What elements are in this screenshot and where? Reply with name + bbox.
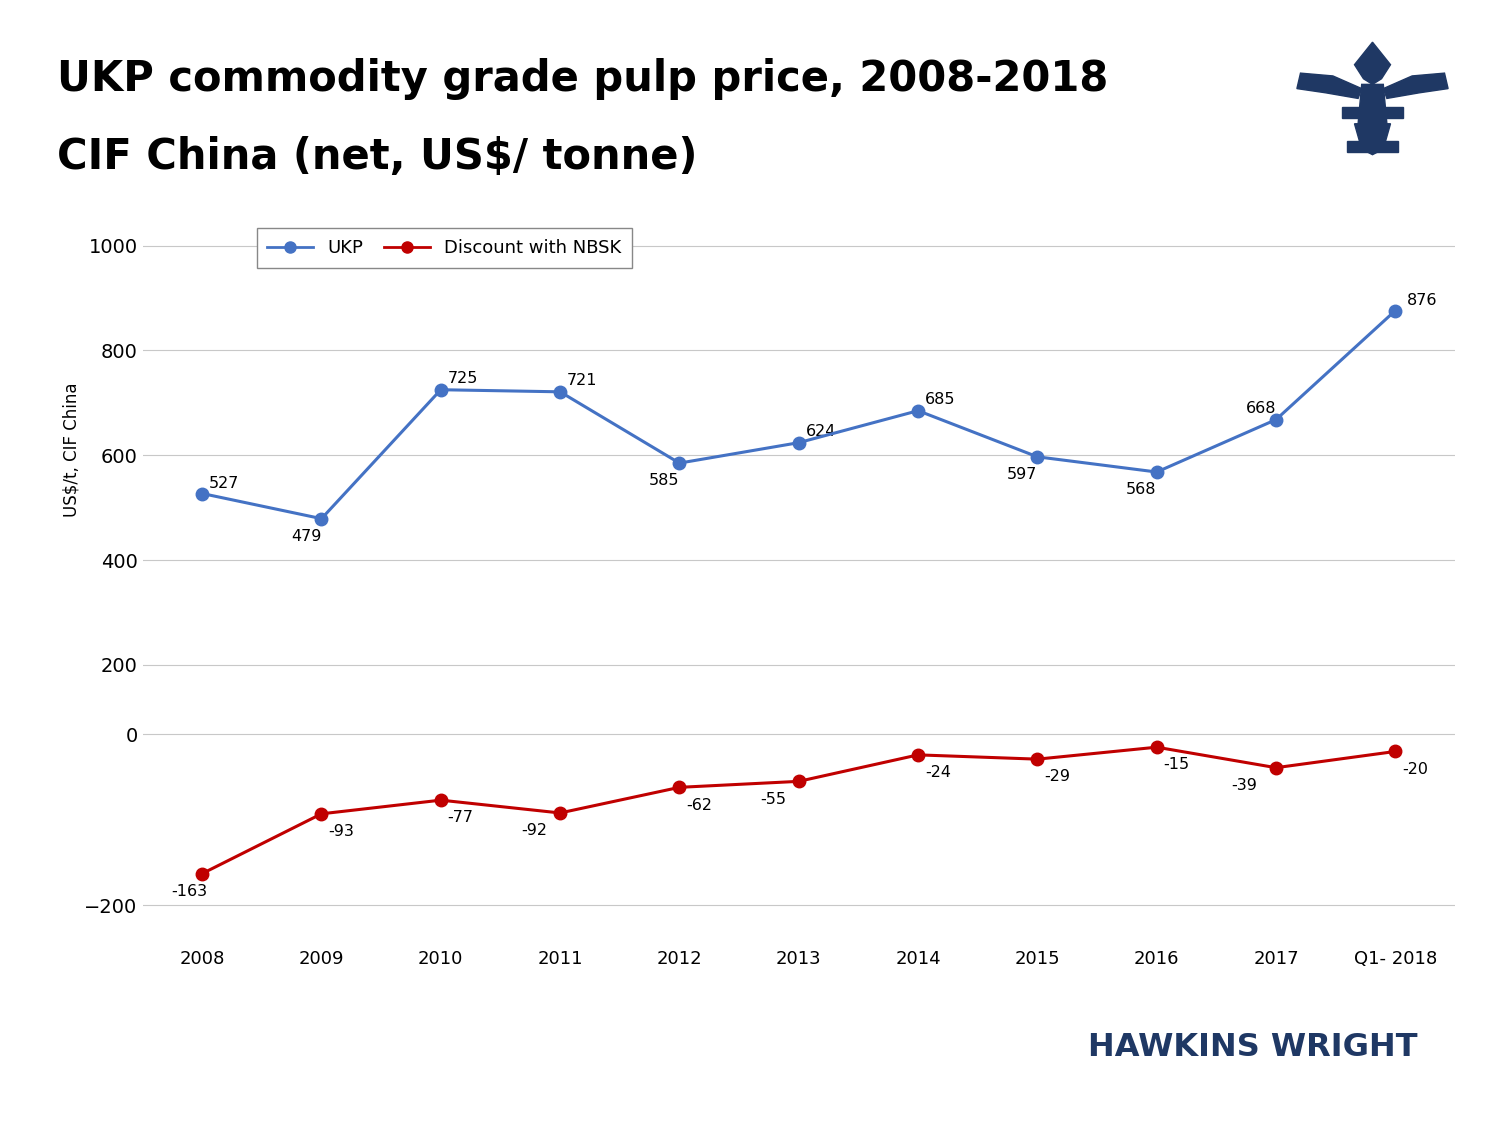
Polygon shape [1354, 124, 1390, 154]
Text: 568: 568 [1126, 483, 1156, 497]
Text: 721: 721 [567, 372, 597, 388]
Text: 876: 876 [1407, 292, 1437, 308]
Text: 668: 668 [1245, 400, 1276, 415]
Text: HAWKINS WRIGHT: HAWKINS WRIGHT [1088, 1032, 1418, 1063]
Text: 527: 527 [209, 476, 240, 490]
Text: -29: -29 [1044, 770, 1071, 784]
Text: CIF China (net, US$/ tonne): CIF China (net, US$/ tonne) [57, 136, 698, 179]
Text: -62: -62 [687, 798, 712, 812]
Polygon shape [1342, 107, 1402, 118]
Text: -15: -15 [1164, 757, 1190, 773]
Text: -163: -163 [171, 884, 207, 899]
Text: 585: 585 [650, 474, 680, 488]
Text: 725: 725 [447, 371, 478, 386]
Text: 685: 685 [926, 392, 956, 407]
Text: -92: -92 [520, 824, 548, 838]
Polygon shape [1347, 141, 1398, 152]
Text: -93: -93 [328, 824, 354, 839]
Text: -20: -20 [1402, 762, 1428, 776]
Text: -77: -77 [447, 810, 474, 826]
Text: -55: -55 [760, 792, 786, 807]
Text: UKP commodity grade pulp price, 2008-2018: UKP commodity grade pulp price, 2008-201… [57, 58, 1108, 100]
Text: -39: -39 [1232, 777, 1257, 793]
Text: 624: 624 [806, 424, 836, 439]
Text: -24: -24 [926, 765, 951, 780]
Polygon shape [1298, 73, 1362, 98]
Polygon shape [1358, 84, 1388, 129]
Y-axis label: US$/t, CIF China: US$/t, CIF China [62, 382, 80, 518]
Legend: UKP, Discount with NBSK: UKP, Discount with NBSK [256, 228, 632, 268]
Polygon shape [1354, 42, 1390, 84]
Text: 597: 597 [1007, 467, 1036, 482]
Text: 479: 479 [291, 529, 321, 543]
Polygon shape [1383, 73, 1448, 98]
